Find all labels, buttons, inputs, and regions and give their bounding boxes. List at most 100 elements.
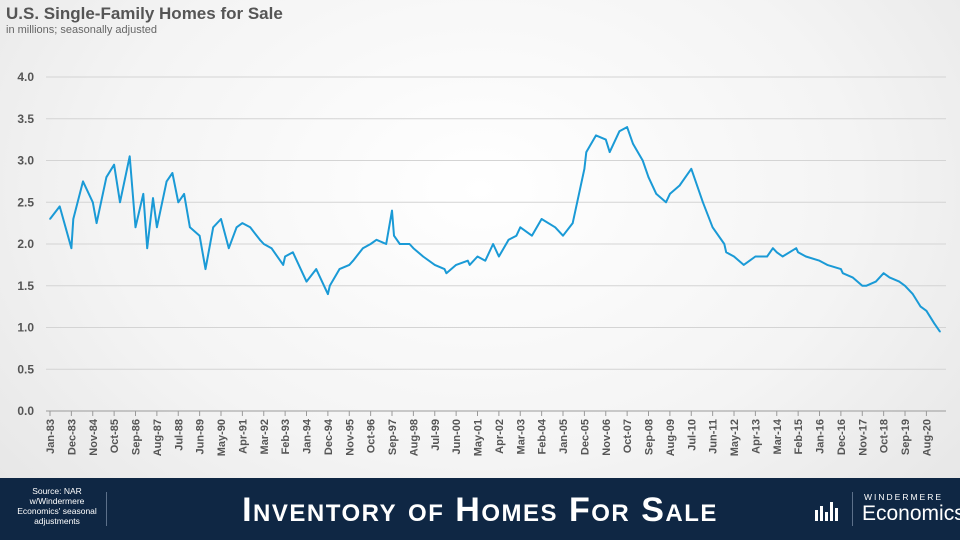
data-point (861, 284, 864, 287)
divider (106, 492, 107, 526)
data-point (795, 247, 798, 249)
data-point (249, 226, 251, 229)
x-tick-label: Oct-07 (622, 419, 634, 453)
chart-subtitle: in millions; seasonally adjusted (6, 24, 158, 36)
data-point (212, 226, 215, 229)
data-point (933, 322, 935, 325)
data-point (70, 247, 73, 249)
bar-chart-logo-icon (815, 502, 838, 521)
data-point (669, 193, 671, 195)
data-point (468, 264, 471, 266)
data-point (183, 193, 185, 195)
x-tick-label: Jun-00 (451, 419, 463, 454)
x-tick-label: Jul-88 (173, 419, 185, 451)
data-point (433, 264, 436, 266)
x-tick-label: Jan-94 (302, 418, 314, 454)
x-tick-label: Apr-91 (237, 419, 249, 454)
data-point (235, 226, 238, 229)
data-point (571, 222, 574, 224)
data-point (608, 151, 611, 153)
data-point (105, 176, 108, 178)
chart-title: U.S. Single-Family Homes for Sale (6, 4, 283, 23)
data-point (262, 243, 265, 245)
source-note: Source: NAR w/Windermere Economics' seas… (17, 486, 97, 526)
data-point (466, 259, 469, 262)
data-point (781, 255, 784, 258)
data-point (284, 255, 286, 258)
data-point (445, 272, 448, 275)
data-point (655, 193, 658, 195)
data-point (152, 197, 154, 199)
data-point (338, 268, 341, 270)
data-point (498, 255, 500, 258)
data-point (684, 176, 687, 178)
data-point (165, 180, 168, 183)
data-point (128, 155, 131, 158)
data-point (476, 255, 479, 258)
data-point (142, 193, 145, 195)
x-tick-label: Nov-84 (88, 418, 100, 456)
x-tick-label: Dec-83 (66, 419, 78, 455)
data-point (754, 255, 757, 258)
x-tick-label: Jan-05 (558, 419, 570, 454)
data-point (189, 226, 191, 229)
data-point (797, 251, 799, 254)
data-point (919, 305, 922, 308)
x-tick-label: Mar-03 (515, 419, 527, 454)
data-point (348, 264, 351, 266)
series-line (49, 126, 941, 333)
x-tick-label: Dec-05 (579, 419, 591, 455)
x-tick-label: Jan-83 (45, 419, 57, 454)
x-tick-label: Aug-20 (921, 419, 933, 456)
x-tick-label: Aug-98 (408, 419, 420, 456)
y-tick-label: 0.0 (17, 404, 34, 418)
data-point (725, 251, 728, 254)
y-tick-label: 0.5 (17, 362, 34, 376)
data-point (641, 159, 644, 162)
data-point (875, 280, 877, 283)
data-point (113, 163, 115, 166)
x-tick-label: Sep-19 (900, 419, 912, 455)
data-point (540, 218, 543, 220)
x-tick-label: Oct-18 (879, 419, 891, 453)
x-tick-label: Apr-02 (494, 419, 506, 454)
data-point (585, 151, 588, 153)
data-point (826, 264, 829, 266)
data-point (842, 272, 844, 275)
data-point (742, 264, 745, 266)
data-point (519, 226, 522, 229)
x-tick-label: Mar-92 (259, 419, 271, 454)
data-point (270, 247, 273, 249)
data-point (723, 243, 726, 245)
x-tick-label: Aug-87 (152, 419, 164, 456)
data-point (733, 255, 735, 258)
x-tick-label: Feb-15 (793, 419, 805, 454)
data-point (385, 243, 387, 245)
data-point (484, 259, 487, 262)
data-point (156, 226, 158, 229)
data-point (398, 243, 401, 245)
brand-name-bottom: Economics (862, 502, 960, 525)
data-point (305, 280, 308, 283)
data-point (119, 201, 121, 204)
data-point (227, 247, 230, 249)
data-point (72, 218, 75, 220)
x-tick-label: Feb-93 (280, 419, 292, 454)
data-point (146, 247, 148, 249)
data-point (315, 268, 318, 270)
x-tick-label: Mar-14 (772, 418, 784, 454)
data-point (91, 201, 94, 204)
data-point (690, 168, 693, 170)
data-point (282, 264, 284, 266)
x-tick-label: Jul-99 (430, 419, 442, 451)
data-point (840, 268, 842, 270)
data-point (49, 218, 51, 220)
x-tick-label: May-01 (473, 419, 485, 456)
data-point (58, 205, 61, 208)
x-tick-label: Feb-04 (537, 418, 549, 454)
data-point (220, 218, 222, 220)
data-point (507, 239, 510, 241)
data-point (292, 251, 294, 254)
data-point (665, 201, 667, 204)
data-point (888, 276, 891, 279)
